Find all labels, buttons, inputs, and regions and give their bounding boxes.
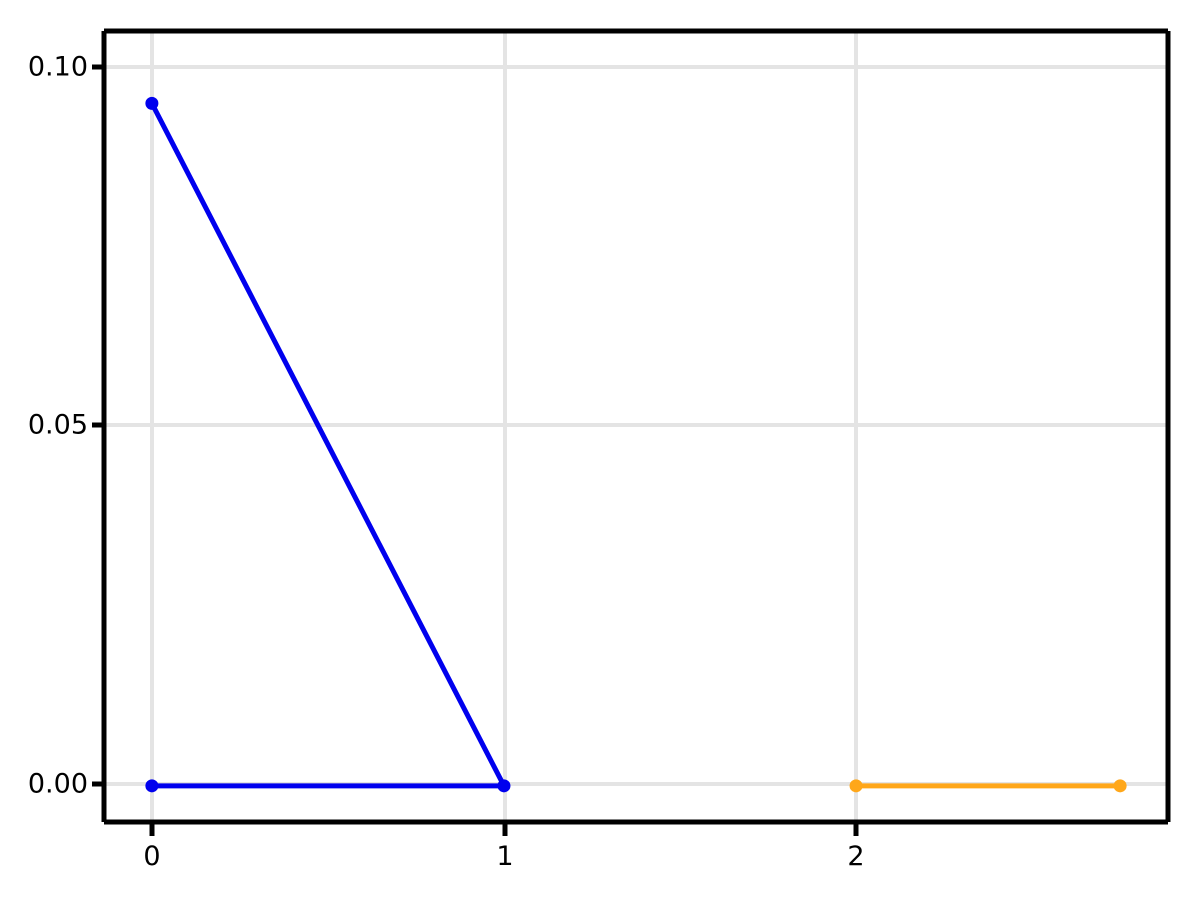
ytick-label-1: 0.05 bbox=[28, 410, 88, 441]
data-point-s2-1 bbox=[1113, 779, 1127, 793]
data-markers-group bbox=[145, 96, 1127, 793]
data-point-s1-1 bbox=[497, 779, 511, 793]
x-tick-marks bbox=[149, 822, 859, 836]
data-point-s1-2 bbox=[145, 779, 159, 793]
vertical-gridlines bbox=[150, 31, 858, 822]
xtick-label-1: 1 bbox=[496, 841, 513, 872]
data-point-s2-0 bbox=[849, 779, 863, 793]
ytick-label-2: 0.10 bbox=[28, 52, 88, 83]
ytick-label-0: 0.00 bbox=[28, 769, 88, 800]
xtick-label-2: 2 bbox=[847, 841, 864, 872]
xtick-label-0: 0 bbox=[143, 841, 160, 872]
data-point-s1-0 bbox=[145, 96, 159, 110]
axis-spines bbox=[101, 28, 1171, 825]
y-tick-marks bbox=[92, 64, 104, 787]
